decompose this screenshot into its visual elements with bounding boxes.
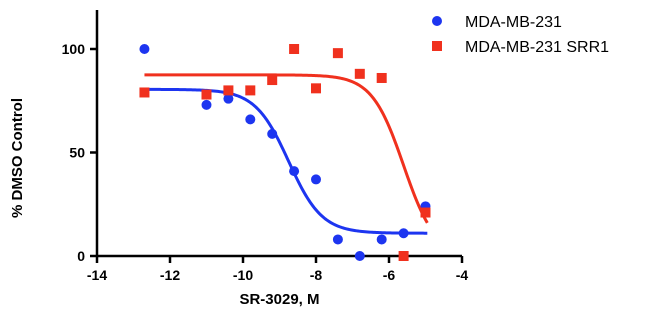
legend-label-2: MDA-MB-231 SRR1 [465, 39, 609, 56]
data-points [139, 44, 431, 261]
point-series-2 [139, 87, 150, 98]
point-series-2 [398, 251, 409, 261]
axes: -14 -12 -10 -8 -6 -4 0 50 100 [62, 10, 469, 283]
point-series-2 [420, 207, 431, 218]
point-series-2 [354, 68, 365, 79]
legend-label-1: MDA-MB-231 [465, 14, 562, 31]
point-series-2 [332, 48, 343, 59]
point-series-1 [245, 114, 256, 125]
point-series-1 [398, 228, 409, 239]
y-tick-label: 100 [62, 41, 86, 57]
fit-curves [144, 73, 429, 235]
point-series-1 [311, 174, 321, 185]
x-tick-label: -12 [160, 267, 180, 283]
point-series-2 [267, 75, 278, 86]
x-tick-label: -6 [383, 267, 396, 283]
point-series-2 [376, 72, 387, 83]
point-series-1 [201, 99, 212, 110]
x-tick-label: -8 [310, 267, 323, 283]
legend-marker-1 [432, 16, 442, 26]
point-series-2 [223, 85, 234, 96]
legend: MDA-MB-231 MDA-MB-231 SRR1 [432, 14, 609, 56]
point-series-2 [311, 83, 321, 94]
y-axis-title: % DMSO Control [9, 98, 26, 218]
x-tick-label: -14 [87, 267, 107, 283]
fit-curve-2 [144, 73, 429, 224]
x-axis-title: SR-3029, M [239, 291, 319, 308]
point-series-1 [332, 234, 343, 245]
point-series-1 [289, 166, 300, 177]
point-series-1 [139, 44, 150, 54]
point-series-1 [223, 93, 234, 104]
point-series-2 [201, 89, 212, 100]
legend-marker-2 [432, 41, 442, 51]
point-series-1 [376, 234, 387, 245]
point-series-2 [245, 85, 256, 96]
point-series-2 [289, 44, 300, 54]
x-tick-label: -10 [233, 267, 253, 283]
fit-curve-1 [144, 87, 428, 235]
point-series-1 [354, 251, 365, 261]
y-tick-label: 50 [69, 145, 85, 161]
point-series-1 [267, 128, 278, 139]
x-tick-label: -4 [456, 267, 469, 283]
y-tick-label: 0 [77, 248, 85, 264]
